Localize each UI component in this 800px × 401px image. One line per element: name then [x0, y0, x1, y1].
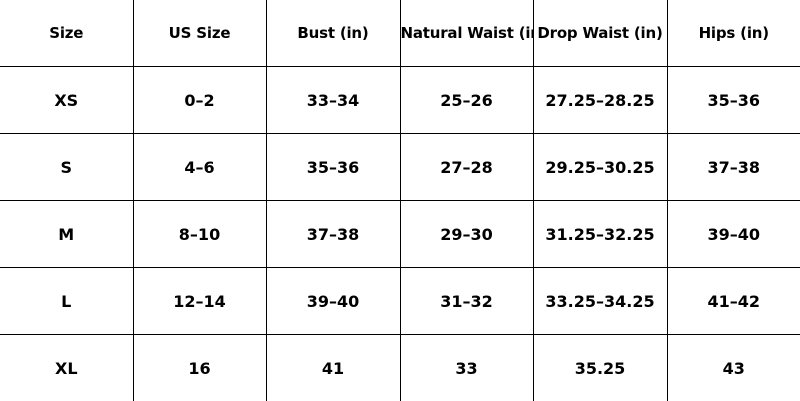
- cell-natural-waist: 33: [400, 335, 533, 401]
- header-hips: Hips (in): [667, 0, 800, 67]
- cell-drop-waist: 29.25–30.25: [533, 134, 667, 201]
- cell-size: M: [0, 201, 133, 268]
- header-drop-waist: Drop Waist (in): [533, 0, 667, 67]
- cell-drop-waist: 27.25–28.25: [533, 67, 667, 134]
- cell-drop-waist: 35.25: [533, 335, 667, 401]
- cell-us-size: 4–6: [133, 134, 266, 201]
- header-natural-waist: Natural Waist (in): [400, 0, 533, 67]
- cell-natural-waist: 27–28: [400, 134, 533, 201]
- table-header: Size US Size Bust (in) Natural Waist (in…: [0, 0, 800, 67]
- cell-natural-waist: 31–32: [400, 268, 533, 335]
- cell-size: L: [0, 268, 133, 335]
- cell-natural-waist: 25–26: [400, 67, 533, 134]
- cell-hips: 39–40: [667, 201, 800, 268]
- cell-size: S: [0, 134, 133, 201]
- cell-bust: 41: [266, 335, 400, 401]
- cell-bust: 33–34: [266, 67, 400, 134]
- table-row: L 12–14 39–40 31–32 33.25–34.25 41–42: [0, 268, 800, 335]
- cell-hips: 35–36: [667, 67, 800, 134]
- cell-drop-waist: 31.25–32.25: [533, 201, 667, 268]
- table-row: XL 16 41 33 35.25 43: [0, 335, 800, 401]
- table-row: XS 0–2 33–34 25–26 27.25–28.25 35–36: [0, 67, 800, 134]
- cell-us-size: 16: [133, 335, 266, 401]
- cell-us-size: 0–2: [133, 67, 266, 134]
- cell-hips: 37–38: [667, 134, 800, 201]
- cell-natural-waist: 29–30: [400, 201, 533, 268]
- cell-size: XS: [0, 67, 133, 134]
- cell-bust: 35–36: [266, 134, 400, 201]
- table-body: XS 0–2 33–34 25–26 27.25–28.25 35–36 S 4…: [0, 67, 800, 401]
- cell-hips: 41–42: [667, 268, 800, 335]
- table-row: M 8–10 37–38 29–30 31.25–32.25 39–40: [0, 201, 800, 268]
- cell-hips: 43: [667, 335, 800, 401]
- cell-size: XL: [0, 335, 133, 401]
- header-us-size: US Size: [133, 0, 266, 67]
- cell-us-size: 12–14: [133, 268, 266, 335]
- cell-bust: 37–38: [266, 201, 400, 268]
- header-bust: Bust (in): [266, 0, 400, 67]
- cell-us-size: 8–10: [133, 201, 266, 268]
- table-row: S 4–6 35–36 27–28 29.25–30.25 37–38: [0, 134, 800, 201]
- cell-drop-waist: 33.25–34.25: [533, 268, 667, 335]
- header-row: Size US Size Bust (in) Natural Waist (in…: [0, 0, 800, 67]
- cell-bust: 39–40: [266, 268, 400, 335]
- header-size: Size: [0, 0, 133, 67]
